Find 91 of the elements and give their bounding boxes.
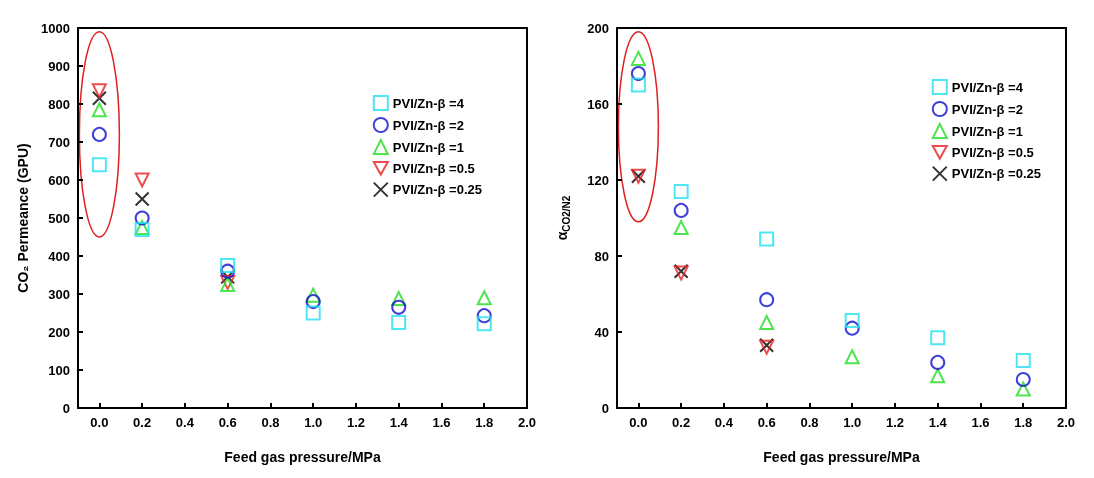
y-axis-title: αCO2/N2: [554, 195, 572, 241]
x-tick-label: 1.0: [304, 415, 323, 430]
y-tick-label: 800: [48, 96, 70, 112]
x-tick-label: 1.8: [475, 415, 494, 430]
point: [220, 258, 236, 273]
y-tick-label: 500: [48, 210, 70, 226]
x-tick-label: 1.6: [971, 415, 990, 430]
x-tick-label: 1.2: [885, 415, 904, 430]
x-tick-label: 1.8: [1014, 415, 1033, 430]
point: [673, 202, 689, 218]
point: [673, 183, 689, 199]
legend-label: PVI/Zn-β =0.25: [951, 166, 1041, 182]
legend-label: PVI/Zn-β =4: [951, 79, 1024, 95]
x-tick-label: 0.0: [629, 415, 648, 430]
point: [305, 294, 321, 310]
x-axis-title: Feed gas pressure/MPa: [763, 449, 920, 465]
point: [91, 157, 107, 173]
legend-label: PVI/Zn-β =0.25: [392, 182, 482, 198]
point: [844, 320, 860, 336]
x-tick-label: 1.6: [432, 415, 451, 430]
point: [844, 313, 860, 329]
point: [305, 305, 321, 321]
x-tick-label: 1.0: [843, 415, 862, 430]
x-tick-label: 0.8: [261, 415, 280, 430]
x-tick-label: 2.0: [1056, 415, 1076, 430]
legend-label: PVI/Zn-β =0.5: [951, 144, 1034, 160]
point: [91, 126, 107, 142]
x-tick-label: 0.6: [757, 415, 776, 430]
point: [476, 290, 492, 306]
legend-label: PVI/Zn-β =4: [392, 95, 465, 111]
point: [930, 330, 946, 346]
y-tick-label: 80: [594, 248, 609, 264]
x-tick-label: 1.4: [928, 415, 948, 430]
point: [305, 287, 321, 303]
x-tick-label: 0.0: [90, 415, 109, 430]
x-tick-label: 1.2: [346, 415, 365, 430]
y-tick-label: 0: [62, 400, 70, 416]
point: [391, 315, 407, 330]
point: [134, 172, 150, 188]
y-axis-title: CO₂ Permeance (GPU): [15, 143, 32, 293]
point: [630, 50, 646, 66]
y-tick-label: 200: [48, 324, 70, 340]
point: [476, 316, 492, 332]
y-tick-label: 900: [48, 58, 70, 74]
y-tick-label: 160: [587, 96, 609, 112]
point: [91, 83, 107, 99]
point: [630, 77, 646, 93]
point: [673, 220, 689, 235]
x-tick-label: 0.2: [672, 415, 691, 430]
y-tick-label: 600: [48, 172, 70, 188]
point: [759, 315, 775, 330]
point: [220, 263, 236, 279]
point: [759, 231, 775, 247]
y-tick-label: 40: [594, 324, 609, 340]
point: [91, 90, 107, 106]
point: [844, 349, 860, 365]
y-tick-label: 400: [48, 248, 70, 264]
point: [1015, 381, 1031, 397]
point: [476, 308, 492, 324]
y-tick-label: 700: [48, 134, 70, 150]
point: [759, 292, 775, 308]
x-tick-label: 2.0: [517, 415, 537, 430]
y-tick-label: 300: [48, 286, 70, 302]
point: [930, 354, 946, 370]
point: [134, 191, 150, 207]
point: [930, 368, 946, 384]
x-tick-label: 1.4: [389, 415, 409, 430]
x-tick-label: 0.4: [714, 415, 734, 430]
y-tick-label: 0: [601, 400, 609, 416]
y-tick-label: 120: [587, 172, 609, 188]
x-tick-label: 0.2: [133, 415, 152, 430]
point: [391, 299, 407, 315]
point: [134, 210, 150, 226]
legend-label: PVI/Zn-β =1: [392, 139, 464, 155]
point: [1015, 372, 1031, 387]
x-tick-label: 0.4: [175, 415, 195, 430]
legend-label: PVI/Zn-β =2: [951, 101, 1023, 117]
x-tick-label: 0.8: [800, 415, 819, 430]
point: [391, 291, 407, 307]
point: [1015, 353, 1031, 368]
y-tick-label: 100: [48, 362, 70, 378]
x-tick-label: 0.6: [218, 415, 237, 430]
legend-label: PVI/Zn-β =1: [951, 123, 1023, 139]
y-tick-label: 200: [587, 20, 609, 36]
y-tick-label: 1000: [41, 20, 70, 36]
point: [220, 269, 236, 285]
legend-label: PVI/Zn-β =2: [392, 117, 464, 133]
x-axis-title: Feed gas pressure/MPa: [224, 449, 381, 465]
point: [630, 66, 646, 82]
legend-label: PVI/Zn-β =0.5: [392, 160, 475, 176]
point: [91, 102, 107, 118]
